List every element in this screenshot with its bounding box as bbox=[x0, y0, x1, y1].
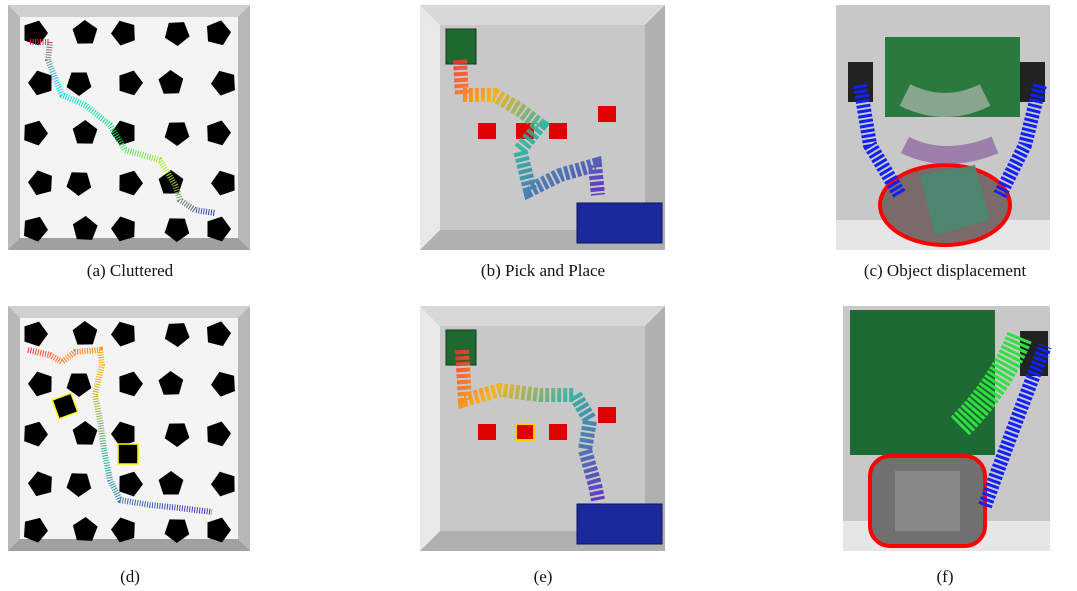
wall-shade bbox=[420, 5, 440, 250]
hand-scene bbox=[836, 5, 1050, 250]
red-cube bbox=[478, 123, 496, 139]
wall-shade bbox=[8, 539, 250, 551]
red-cube bbox=[549, 123, 567, 139]
red-cube bbox=[598, 106, 616, 122]
red-cube bbox=[478, 424, 496, 440]
caption: (c) Object displacement bbox=[864, 261, 1027, 280]
board bbox=[850, 310, 995, 455]
blue-bin bbox=[577, 504, 662, 544]
cluttered-scene bbox=[8, 306, 250, 551]
figure: (a) Cluttered (b) Pick and Place (c) Obj… bbox=[0, 0, 1077, 591]
caption: (b) Pick and Place bbox=[481, 261, 605, 280]
red-cube bbox=[598, 407, 616, 423]
red-cube bbox=[516, 424, 534, 440]
pick-place-scene bbox=[420, 5, 665, 250]
wall-shade bbox=[8, 238, 250, 250]
green-box bbox=[446, 29, 476, 64]
caption: (f) bbox=[937, 567, 954, 586]
object bbox=[895, 471, 960, 531]
cluttered-scene bbox=[8, 5, 250, 250]
red-cube bbox=[549, 424, 567, 440]
finger bbox=[905, 95, 985, 105]
blue-bin bbox=[577, 203, 662, 243]
wall-shade bbox=[420, 306, 665, 326]
pick-place-scene bbox=[420, 306, 665, 551]
caption: (d) bbox=[120, 567, 140, 586]
wall-shade bbox=[8, 306, 250, 318]
caption: (a) Cluttered bbox=[87, 261, 174, 280]
caption: (e) bbox=[534, 567, 553, 586]
page: {"panels": [ {"caption": "(a) Cluttered"… bbox=[0, 0, 1077, 591]
wall-shade bbox=[420, 5, 665, 25]
new-obstacle bbox=[118, 444, 138, 464]
wall-shade bbox=[420, 306, 440, 551]
finger bbox=[905, 145, 995, 155]
wall-shade bbox=[8, 5, 250, 17]
hand-scene bbox=[843, 306, 1050, 551]
